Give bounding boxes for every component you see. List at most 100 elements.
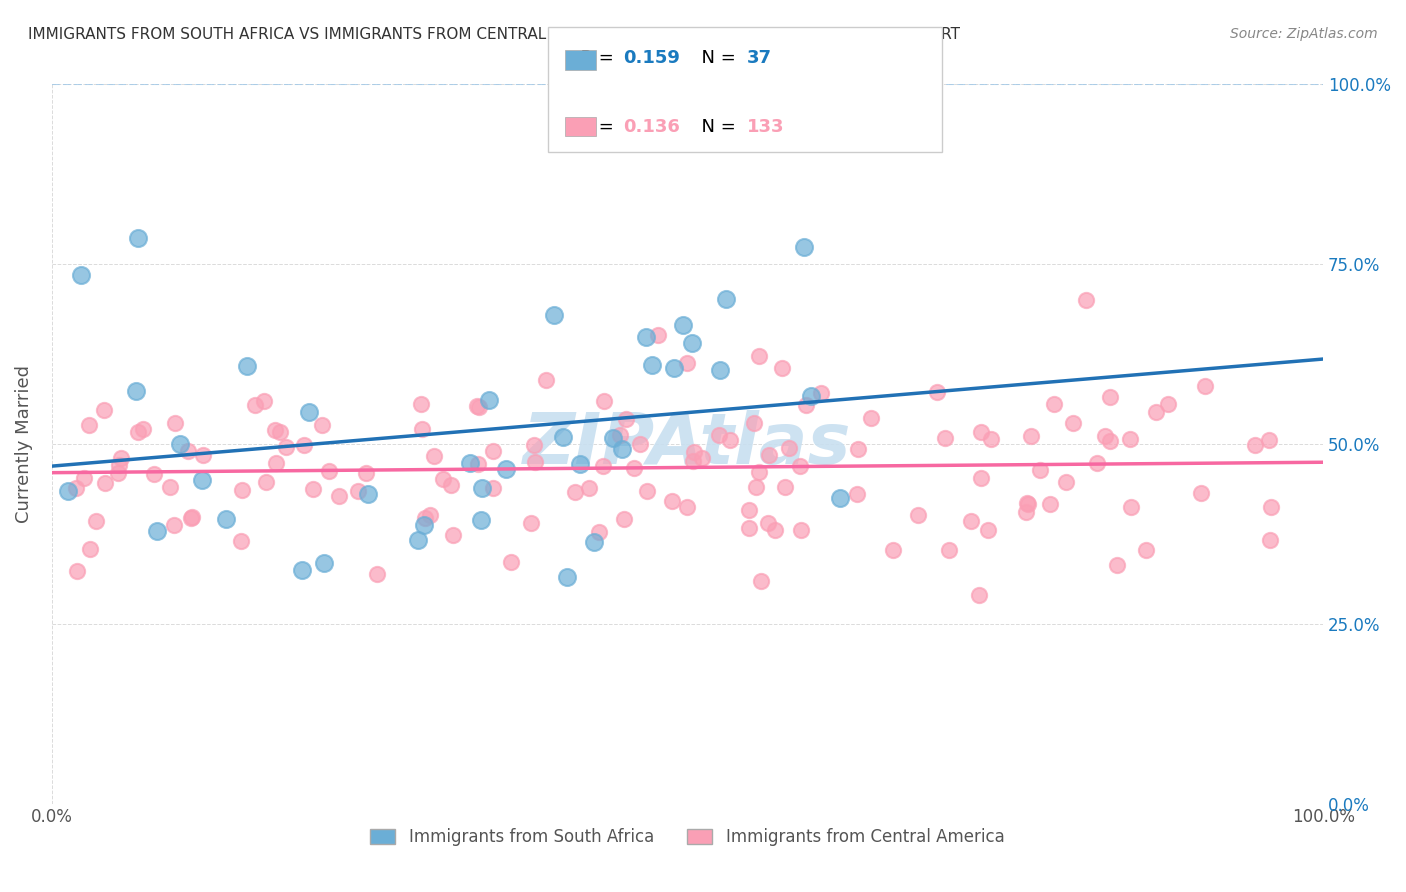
Point (977, 524, 1000, 538)
Point (1157, 397, 1180, 411)
Point (1105, 558, 1128, 572)
Point (845, 487, 868, 501)
Point (970, 425, 993, 440)
Point (1094, 428, 1116, 442)
Text: 0.159: 0.159 (623, 49, 679, 67)
Point (555, 570, 578, 584)
Point (440, 478, 463, 492)
Point (458, 456, 481, 470)
Point (602, 430, 624, 444)
Point (1258, 533, 1281, 548)
Text: N =: N = (690, 49, 742, 67)
Point (165, 416, 187, 430)
Point (470, 512, 492, 526)
Point (291, 563, 314, 577)
Point (748, 465, 770, 479)
Point (800, 389, 823, 403)
Point (758, 448, 780, 462)
Point (253, 393, 276, 408)
Point (675, 500, 697, 514)
Point (789, 523, 811, 537)
Point (1039, 497, 1062, 511)
Point (524, 455, 547, 469)
Point (749, 574, 772, 589)
Point (256, 475, 278, 489)
Point (1017, 496, 1039, 510)
Point (742, 417, 765, 431)
Point (292, 438, 315, 452)
Point (569, 457, 592, 471)
Point (465, 399, 488, 413)
Point (347, 483, 370, 498)
Point (481, 444, 503, 458)
Point (882, 542, 904, 557)
Point (520, 516, 543, 530)
Point (191, 448, 214, 462)
Point (441, 527, 464, 541)
Point (266, 456, 288, 470)
Point (534, 373, 557, 387)
Point (609, 428, 631, 442)
Point (661, 494, 683, 508)
Point (229, 533, 252, 548)
Point (636, 484, 658, 499)
Text: R =: R = (569, 49, 620, 67)
Point (641, 359, 664, 373)
Point (1017, 497, 1039, 511)
Point (610, 442, 633, 456)
Point (676, 356, 699, 370)
Point (980, 432, 1002, 446)
Point (588, 524, 610, 539)
Point (432, 472, 454, 486)
Point (263, 423, 285, 437)
Point (1062, 416, 1084, 430)
Point (613, 512, 636, 526)
Point (169, 437, 191, 451)
Point (1054, 475, 1077, 489)
Point (411, 422, 433, 436)
Point (672, 318, 695, 332)
Point (1189, 485, 1212, 500)
Text: N =: N = (690, 118, 742, 136)
Point (495, 462, 517, 476)
Point (523, 438, 546, 452)
Point (592, 459, 614, 474)
Point (419, 508, 441, 522)
Point (1118, 432, 1140, 446)
Point (181, 509, 204, 524)
Point (318, 464, 340, 478)
Point (960, 515, 983, 529)
Point (830, 491, 852, 505)
Text: IMMIGRANTS FROM SOUTH AFRICA VS IMMIGRANTS FROM CENTRAL AMERICA CURRENTLY MARRIE: IMMIGRANTS FROM SOUTH AFRICA VS IMMIGRAN… (28, 27, 960, 42)
Point (938, 543, 960, 558)
Point (647, 328, 669, 343)
Point (789, 458, 811, 473)
Y-axis label: Currently Married: Currently Married (15, 365, 32, 523)
Point (720, 434, 742, 448)
Point (1028, 463, 1050, 477)
Point (1244, 437, 1267, 451)
Point (551, 430, 574, 444)
Point (967, 589, 990, 603)
Point (630, 437, 652, 451)
Point (709, 362, 731, 376)
Point (356, 466, 378, 480)
Text: 0.136: 0.136 (623, 118, 679, 136)
Point (763, 523, 786, 537)
Point (616, 411, 638, 425)
Point (73, 470, 96, 484)
Point (770, 361, 793, 376)
Text: Source: ZipAtlas.com: Source: ZipAtlas.com (1230, 27, 1378, 41)
Point (1085, 456, 1108, 470)
Point (357, 487, 380, 501)
Point (794, 398, 817, 412)
Point (467, 457, 489, 471)
Point (907, 508, 929, 522)
Point (681, 335, 703, 350)
Point (758, 516, 780, 530)
Point (409, 397, 432, 411)
Point (366, 566, 388, 581)
Point (748, 349, 770, 363)
Point (1194, 379, 1216, 393)
Point (302, 482, 325, 496)
